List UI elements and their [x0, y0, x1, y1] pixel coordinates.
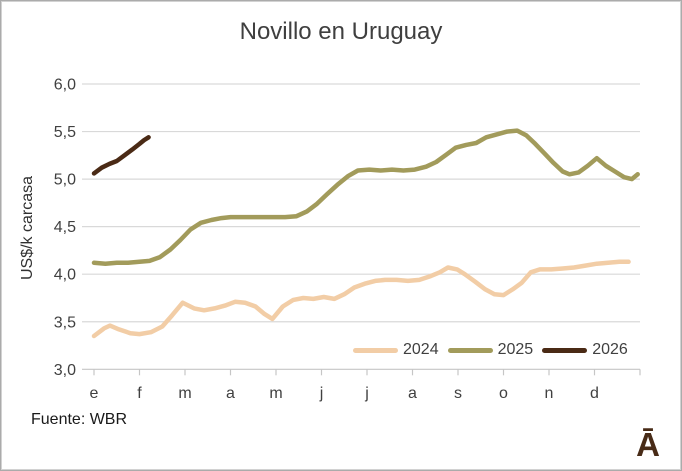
x-tick-label: m: [269, 385, 282, 402]
legend-item-2026: 2026: [542, 341, 628, 359]
y-tick-label: 5,5: [54, 124, 76, 141]
legend-swatch-2025: [447, 347, 493, 353]
series-line-2024: [91, 259, 631, 339]
chart-title: Novillo en Uruguay: [239, 18, 443, 45]
legend-item-2024: 2024: [353, 341, 439, 359]
legend-swatch-2024: [353, 347, 398, 353]
x-tick-label: n: [545, 385, 554, 402]
y-tick-label: 6,0: [54, 77, 76, 94]
legend-item-2025: 2025: [447, 341, 534, 359]
legend-label-2026: 2026: [592, 341, 628, 358]
x-tick-label: j: [364, 385, 369, 402]
x-tick-label: a: [408, 385, 417, 402]
logo-a-macron-icon: Ā: [636, 426, 660, 463]
y-tick-label: 4,0: [54, 267, 76, 284]
x-tick-label: a: [226, 385, 235, 402]
series-line-2025: [91, 128, 640, 266]
x-tick-label: s: [454, 385, 462, 402]
x-tick-label: j: [319, 385, 324, 402]
x-tick-label: f: [137, 385, 142, 402]
legend-swatch-2026: [542, 347, 588, 353]
y-tick-label: 5,0: [54, 172, 76, 189]
x-tick-label: e: [90, 385, 99, 402]
y-tick-label: 4,5: [54, 219, 76, 236]
source-note: Fuente: WBR: [31, 411, 128, 428]
legend-label-2024: 2024: [403, 341, 439, 358]
chart-legend: 2024 2025 2026: [353, 340, 628, 360]
y-tick-label: 3,5: [54, 314, 76, 331]
legend-label-2025: 2025: [497, 341, 534, 358]
y-tick-label: 3,0: [54, 362, 76, 379]
x-tick-label: d: [590, 385, 599, 402]
series-line-2026: [91, 135, 151, 176]
x-tick-label: o: [499, 385, 508, 402]
x-tick-label: m: [178, 385, 191, 402]
